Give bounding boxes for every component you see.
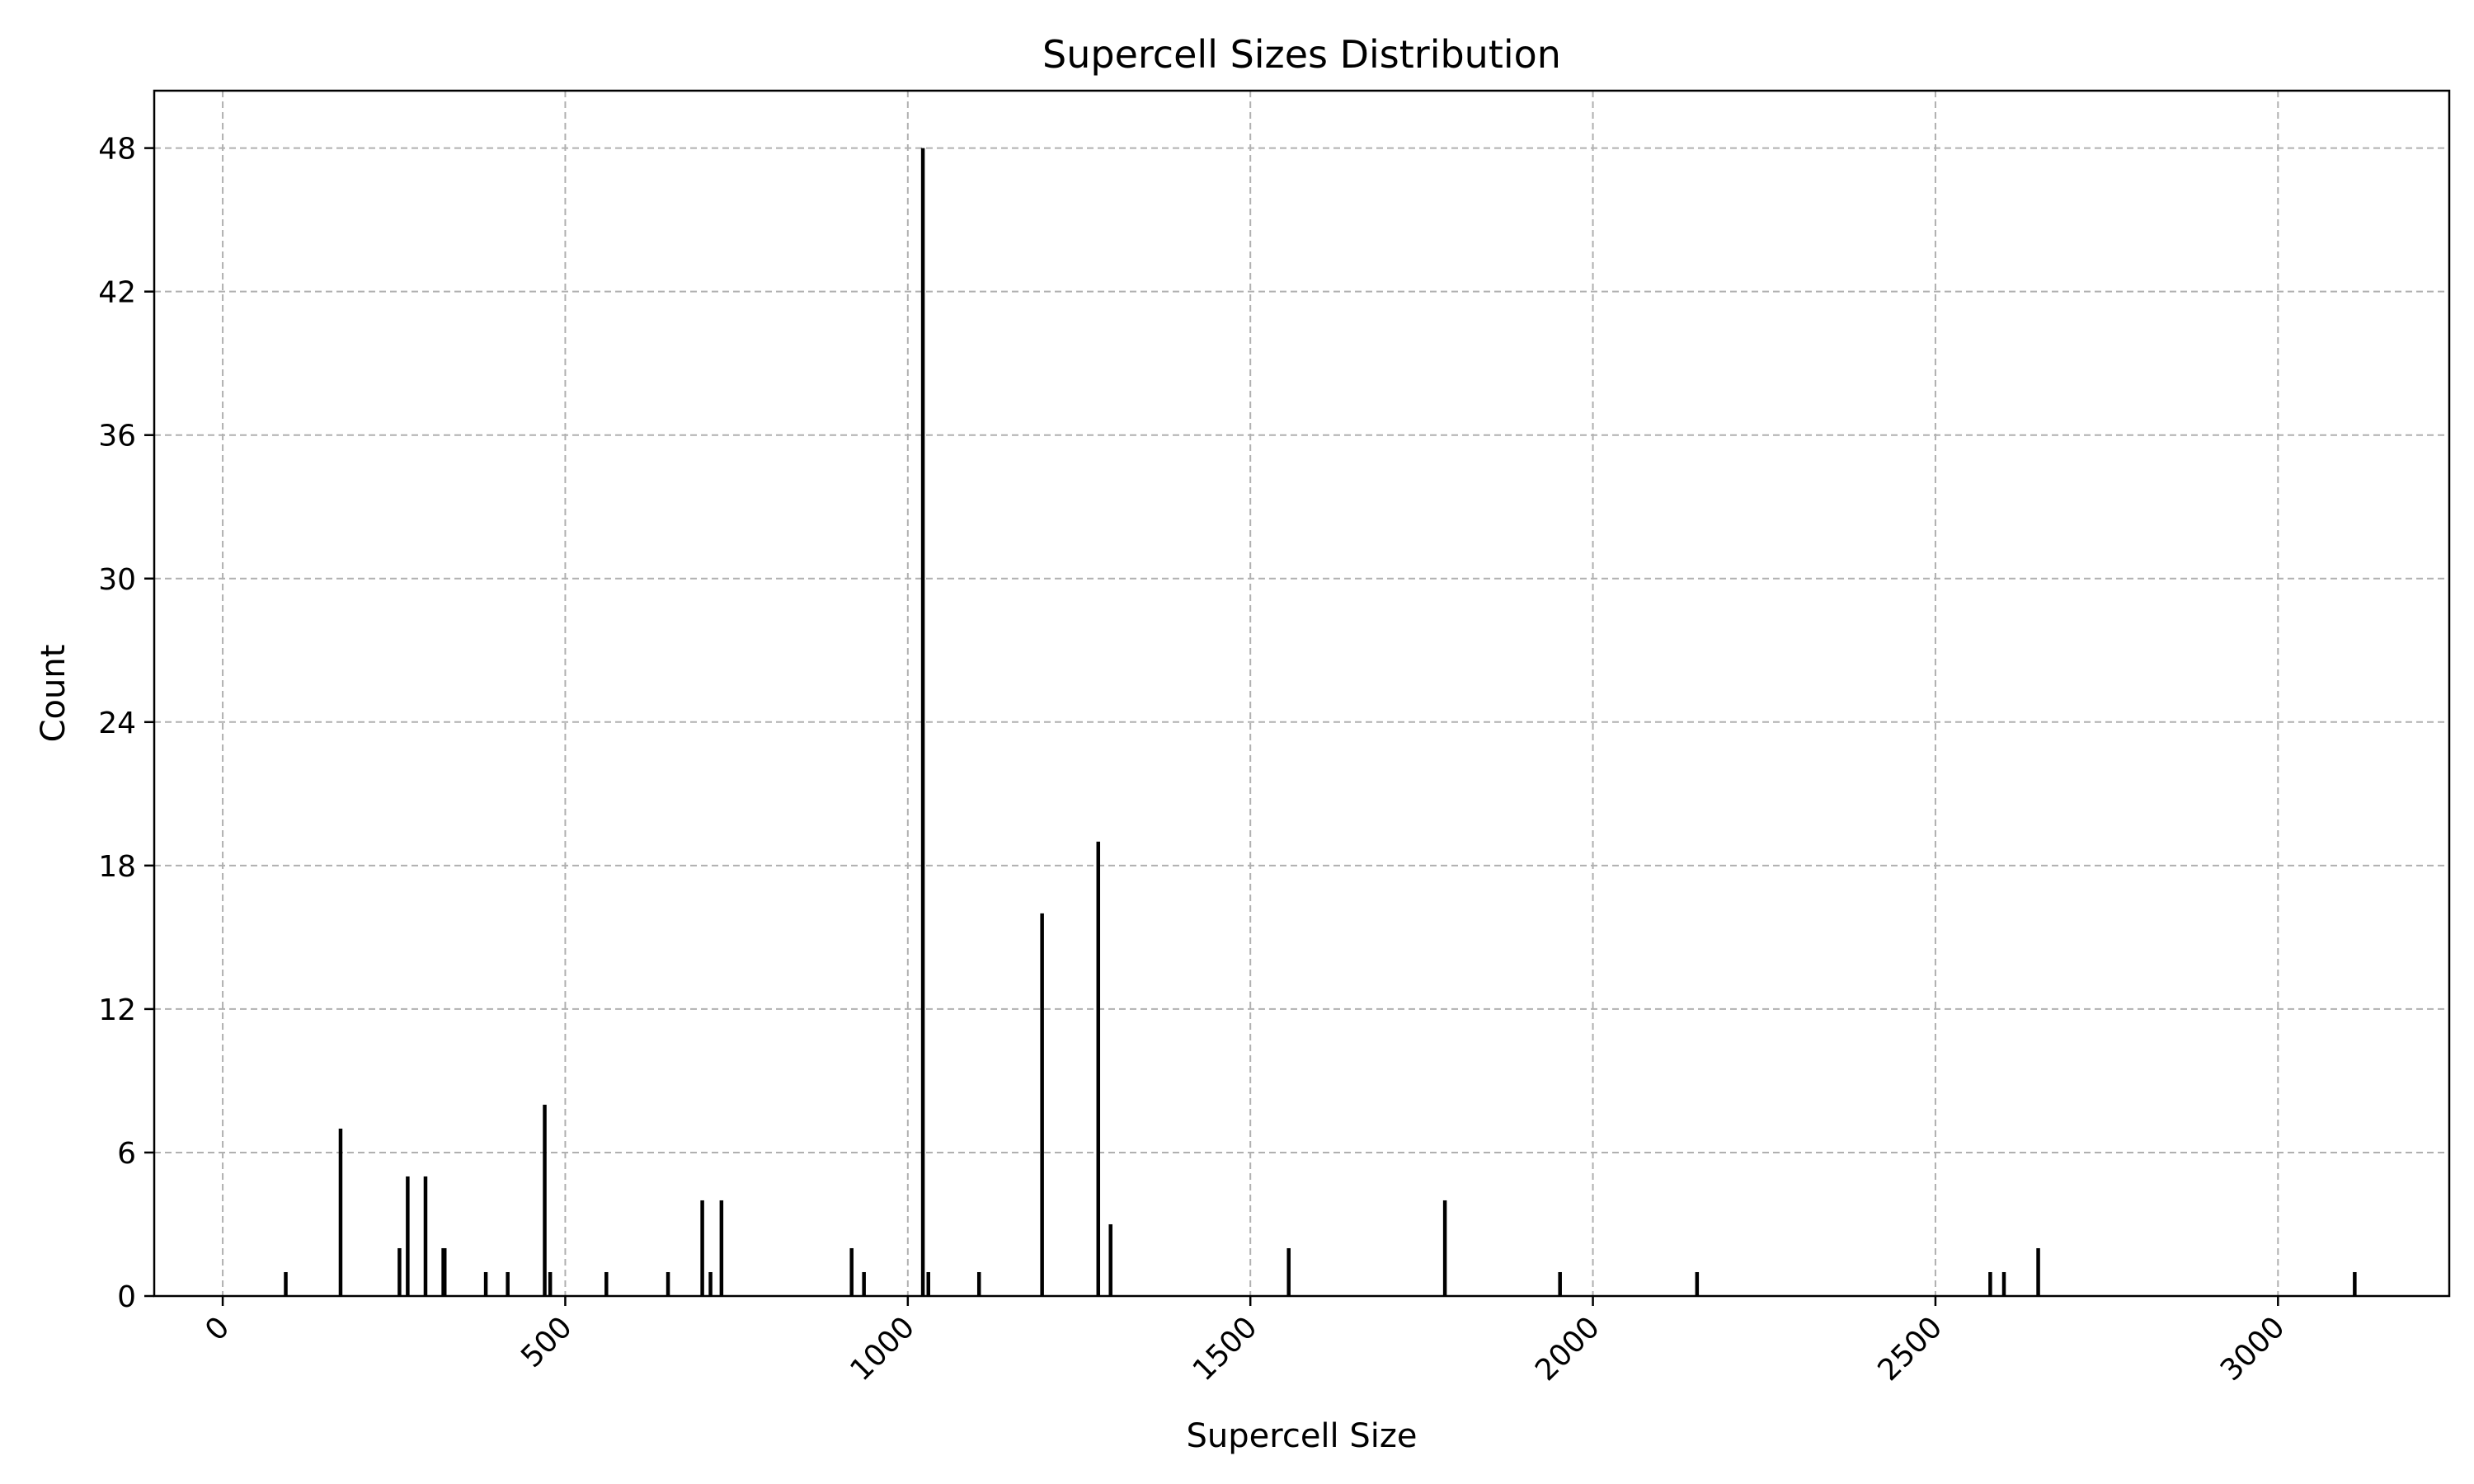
bar — [397, 1247, 402, 1296]
y-axis-ticks: 0 6 12 18 24 30 36 42 48 — [98, 133, 154, 1314]
bar — [543, 1104, 547, 1296]
bar — [920, 148, 925, 1297]
y-tick-label: 42 — [98, 276, 136, 310]
x-axis-title: Supercell Size — [1187, 1417, 1418, 1455]
y-tick-label: 36 — [98, 420, 136, 453]
bar — [1040, 913, 1044, 1296]
bar — [1108, 1223, 1112, 1296]
bar — [2036, 1247, 2040, 1296]
plot-frame — [153, 89, 2451, 1298]
bar — [2001, 1271, 2006, 1296]
bar — [849, 1247, 854, 1296]
bar — [708, 1271, 713, 1296]
bar — [284, 1271, 288, 1296]
bar — [926, 1271, 930, 1296]
bar — [700, 1200, 704, 1296]
bar — [1558, 1271, 1562, 1296]
bar — [423, 1176, 428, 1296]
bar — [976, 1271, 981, 1296]
chart-title: Supercell Sizes Distribution — [1042, 32, 1561, 77]
bar — [604, 1271, 609, 1296]
y-axis-title: Count — [35, 645, 73, 743]
bar — [548, 1271, 553, 1296]
y-tick-label: 12 — [98, 993, 136, 1027]
bar — [1286, 1247, 1291, 1296]
y-tick-label: 30 — [98, 563, 136, 597]
bar — [506, 1271, 510, 1296]
bar — [1695, 1271, 1700, 1296]
bar — [1988, 1271, 1992, 1296]
y-tick-label: 24 — [98, 707, 136, 740]
bar — [483, 1271, 488, 1296]
bar — [862, 1271, 866, 1296]
y-tick-label: 0 — [117, 1280, 136, 1314]
y-tick-label: 18 — [98, 850, 136, 884]
bar — [1096, 841, 1101, 1296]
y-tick-label: 6 — [117, 1137, 136, 1171]
bars — [284, 148, 2357, 1297]
bar — [406, 1176, 410, 1296]
bar — [1442, 1200, 1447, 1296]
bar — [719, 1200, 724, 1296]
bar — [338, 1128, 343, 1296]
bar — [2353, 1271, 2357, 1296]
bar — [442, 1247, 447, 1296]
bar — [666, 1271, 670, 1296]
y-tick-label: 48 — [98, 133, 136, 167]
